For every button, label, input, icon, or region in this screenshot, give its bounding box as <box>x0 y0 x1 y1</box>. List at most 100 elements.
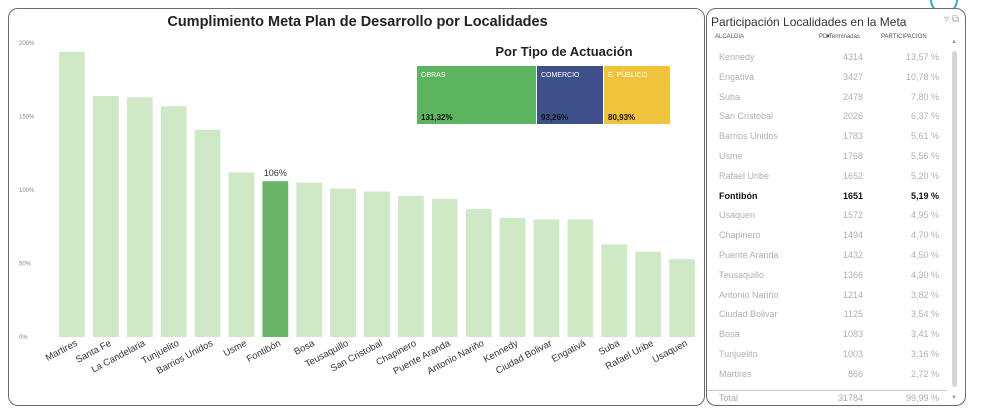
header-terminadas[interactable]: PD Terminadas <box>819 34 860 40</box>
filter-icon[interactable]: ▿ <box>944 14 950 25</box>
tipo-publico-name: E. PÚBLICO <box>608 72 648 79</box>
table-row[interactable]: Kennedy 4314 13,57 % <box>707 49 947 66</box>
table-row[interactable]: San Cristobal 2026 6,37 % <box>707 108 947 125</box>
y-tick-label: 150% <box>19 115 35 121</box>
focus-mode-icon[interactable]: ⧉ <box>951 14 959 25</box>
table-row[interactable]: Chapinero 1494 4,70 % <box>707 227 947 244</box>
bar-10[interactable] <box>398 195 424 337</box>
total-label: Total <box>719 393 739 403</box>
table-row[interactable]: Rafael Uribe 1652 5,20 % <box>707 168 947 185</box>
bar-3[interactable] <box>160 106 187 338</box>
table-row[interactable]: Tunjuelito 1003 3,16 % <box>707 346 947 363</box>
table-row[interactable]: Martires 866 2,72 % <box>707 366 947 383</box>
table-row[interactable]: Suba 2478 7,80 % <box>707 89 947 106</box>
row-terminadas: 1768 <box>842 151 863 161</box>
row-terminadas: 2026 <box>842 111 863 122</box>
row-alcaldia: Ciudad Bolivar <box>719 309 778 320</box>
bar-16[interactable] <box>601 244 628 337</box>
row-alcaldia: Fontibón <box>719 190 758 201</box>
table-row[interactable]: Usme 1768 5,56 % <box>707 148 947 165</box>
row-participacion: 5,20 % <box>910 170 939 181</box>
row-participacion: 6,37 % <box>910 111 939 122</box>
row-alcaldia: Puente Aranda <box>719 250 779 260</box>
tipo-obras-name: OBRAS <box>421 72 446 79</box>
row-terminadas: 4314 <box>842 52 863 62</box>
y-tick-label: 0% <box>19 335 28 341</box>
row-participacion: 2,72 % <box>910 368 939 379</box>
row-terminadas: 1651 <box>842 190 863 201</box>
bar-15[interactable] <box>567 219 594 337</box>
bar-17[interactable] <box>635 251 662 337</box>
scroll-thumb[interactable] <box>952 51 957 387</box>
bar-5[interactable] <box>228 172 255 337</box>
y-tick-label: 200% <box>19 41 35 47</box>
table-title: Participación Localidades en la Meta <box>711 15 907 29</box>
row-terminadas: 1214 <box>842 289 863 300</box>
table-row[interactable]: Antonio Nariño 1214 3,82 % <box>707 287 947 304</box>
row-alcaldia: Tunjuelito <box>719 349 758 359</box>
bar-0[interactable] <box>59 51 85 337</box>
row-terminadas: 1366 <box>842 269 863 280</box>
bar-1[interactable] <box>92 95 119 337</box>
row-terminadas: 2478 <box>842 91 863 102</box>
row-alcaldia: Bosa <box>719 329 740 340</box>
table-row[interactable]: Usaquen 1572 4,95 % <box>707 207 947 224</box>
row-participacion: 10,78 % <box>905 71 939 82</box>
table-row[interactable]: Barrios Unidos 1783 5,61 % <box>707 128 947 145</box>
row-participacion: 3,54 % <box>910 309 939 320</box>
y-tick-label: 100% <box>19 188 35 194</box>
bar-18[interactable] <box>669 259 695 337</box>
bar-12[interactable] <box>465 209 492 337</box>
row-terminadas: 1652 <box>842 170 863 181</box>
tipo-comercio-card[interactable]: COMERCIO 93,26% <box>537 66 603 124</box>
table-row[interactable]: Fontibón 1651 5,19 % <box>707 188 947 205</box>
bar-8[interactable] <box>330 188 356 337</box>
bar-2[interactable] <box>126 97 153 337</box>
scroll-down-icon[interactable]: ▼ <box>951 395 957 401</box>
x-tick-label: Martires <box>44 338 80 364</box>
bar-4[interactable] <box>194 129 221 337</box>
scroll-up-icon[interactable]: ▲ <box>951 39 957 45</box>
row-terminadas: 1125 <box>843 309 863 320</box>
row-terminadas: 1572 <box>842 210 863 221</box>
row-terminadas: 1494 <box>842 230 863 241</box>
row-alcaldia: Usme <box>719 151 743 161</box>
row-alcaldia: Usaquen <box>719 210 756 221</box>
table-panel: Participación Localidades en la Meta ▿ ⧉… <box>706 8 966 406</box>
row-alcaldia: Suba <box>719 91 741 102</box>
table-row[interactable]: Engativá 3427 10,78 % <box>707 69 947 86</box>
table-row[interactable]: Ciudad Bolivar 1125 3,54 % <box>707 306 947 323</box>
bar-14[interactable] <box>533 219 560 337</box>
row-alcaldia: Teusaquillo <box>719 269 765 280</box>
row-terminadas: 3427 <box>842 71 863 82</box>
chart-title: Cumplimiento Meta Plan de Desarrollo por… <box>167 14 548 30</box>
row-participacion: 4,50 % <box>910 250 939 260</box>
table-total-row: Total 31784 99,99 % <box>707 390 947 405</box>
table-scrollbar[interactable]: ▲ ▼ <box>950 39 959 401</box>
bar-7[interactable] <box>296 182 323 337</box>
header-alcaldia[interactable]: ALCALDIA <box>715 34 745 40</box>
row-alcaldia: San Cristobal <box>719 111 774 122</box>
tipo-obras-card[interactable]: OBRAS 131,32% <box>417 66 536 124</box>
table-row[interactable]: Puente Aranda 1432 4,50 % <box>707 247 947 264</box>
tipo-comercio-value: 93,26% <box>541 113 569 122</box>
bar-6[interactable] <box>262 181 289 337</box>
row-participacion: 3,16 % <box>910 349 939 359</box>
row-alcaldia: Martires <box>719 368 752 379</box>
table-row[interactable]: Bosa 1083 3,41 % <box>707 326 947 343</box>
bar-11[interactable] <box>431 198 458 337</box>
row-terminadas: 1783 <box>842 131 863 142</box>
bar-9[interactable] <box>364 191 390 337</box>
x-tick-label: Fontibón <box>245 338 283 365</box>
table-row[interactable]: Teusaquillo 1366 4,30 % <box>707 267 947 284</box>
tipo-publico-card[interactable]: E. PÚBLICO 80,93% <box>604 66 670 124</box>
row-terminadas: 1432 <box>842 250 863 260</box>
bar-13[interactable] <box>499 217 526 337</box>
header-participacion[interactable]: PARTICIPACION <box>881 34 927 40</box>
table-icons: ▿ ⧉ <box>944 14 959 25</box>
y-tick-label: 50% <box>19 262 32 268</box>
row-alcaldia: Engativá <box>719 71 755 82</box>
total-pct: 99,99 % <box>905 393 939 403</box>
row-participacion: 4,70 % <box>910 230 939 241</box>
